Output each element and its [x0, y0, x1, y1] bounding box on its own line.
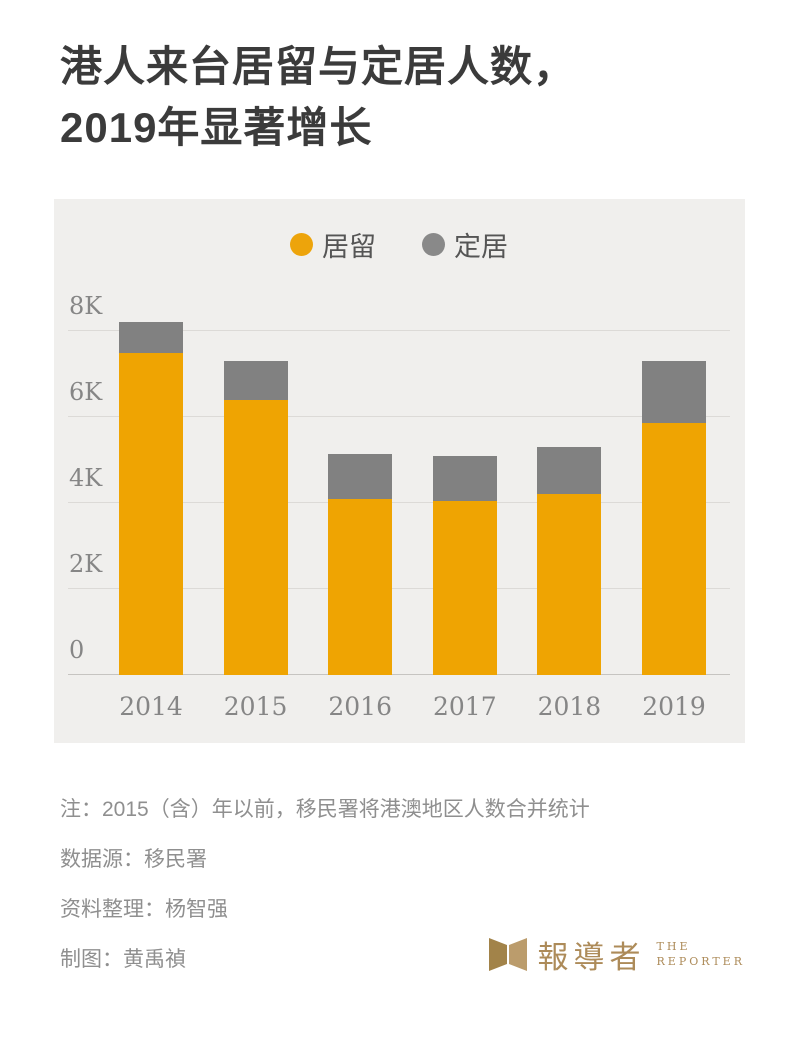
- bar-2015-settlement: [223, 361, 288, 400]
- logo-en-line2: REPORTER: [656, 955, 745, 968]
- x-tick-label-2017: 2017: [432, 692, 497, 721]
- the-reporter-logo: 報導者 THE REPORTER: [488, 932, 745, 977]
- x-tick-label-2016: 2016: [328, 692, 392, 721]
- bar-2014-residence: [119, 352, 183, 675]
- book-right-page: [508, 938, 527, 971]
- x-tick-label-2018: 2018: [537, 692, 602, 721]
- gridline-4k: [68, 502, 730, 503]
- bar-group-2018: [537, 447, 602, 675]
- bar-2014-settlement: [119, 322, 183, 353]
- footer: 注：2015（含）年以前，移民署将港澳地区人数合并统计 数据源：移民署 资料整理…: [60, 785, 742, 985]
- x-tick-label-2015: 2015: [223, 692, 288, 721]
- note-graphics-credit: 制图：黄禹禎: [60, 948, 186, 971]
- gridline-6k: [68, 416, 730, 417]
- chart-legend: 居留 定居: [68, 229, 730, 262]
- legend-label-settlement: 定居: [454, 231, 508, 262]
- bar-group-2019: [642, 361, 706, 675]
- page-title-line1: 港人来台居留与定居人数，: [60, 43, 577, 90]
- logo-en-line1: THE: [656, 940, 691, 953]
- settlement-dot-icon: [422, 232, 445, 256]
- note-data-curation: 资料整理：杨智强: [60, 898, 228, 921]
- bar-2019-settlement: [642, 361, 706, 424]
- book-left-page: [488, 938, 507, 971]
- residence-dot-icon: [290, 232, 313, 256]
- legend-item-settlement: 定居: [422, 225, 508, 264]
- bar-2018-settlement: [537, 447, 602, 495]
- gridline-0: [68, 674, 730, 675]
- y-tick-label-8k: 8K: [69, 292, 103, 320]
- y-tick-label-0: 0: [69, 636, 85, 664]
- y-tick-label-6k: 6K: [69, 378, 103, 406]
- logo-cjk-text: 報導者: [537, 940, 646, 975]
- chart-plot: 0 2K 4K 6K 8K 2014 2015 2016 2017 2018 2019: [68, 281, 730, 721]
- gridline-8k: [68, 330, 730, 331]
- bar-2017-settlement: [432, 455, 497, 501]
- open-book-icon: [488, 938, 527, 971]
- bar-2019-residence: [642, 423, 706, 675]
- gridline-2k: [68, 588, 730, 589]
- legend-item-residence: 居留: [290, 225, 376, 264]
- y-tick-label-4k: 4K: [69, 464, 103, 492]
- bar-group-2017: [432, 455, 497, 675]
- y-tick-label-2k: 2K: [69, 550, 103, 578]
- bar-2017-residence: [432, 500, 497, 675]
- note-data-source: 数据源：移民署: [60, 848, 207, 871]
- page-title-line2: 2019年显著增长: [60, 104, 373, 151]
- chart-panel: 居留 定居 0 2K 4K 6K 8K 2014 2015 2016 2017 2018 2019: [54, 199, 745, 743]
- note-methodology: 注：2015（含）年以前，移民署将港澳地区人数合并统计: [60, 798, 590, 821]
- bar-2015-residence: [223, 399, 288, 675]
- bar-group-2014: [119, 322, 183, 675]
- bar-group-2016: [328, 453, 393, 675]
- bar-2016-settlement: [328, 453, 393, 499]
- page-title: 港人来台居留与定居人数， 2019年显著增长: [60, 36, 745, 158]
- legend-label-residence: 居留: [322, 231, 376, 262]
- bar-2016-residence: [328, 498, 393, 675]
- bar-group-2015: [223, 361, 288, 675]
- x-tick-label-2019: 2019: [642, 692, 706, 721]
- x-tick-label-2014: 2014: [119, 692, 183, 721]
- bar-2018-residence: [537, 494, 602, 675]
- logo-en-text: THE REPORTER: [657, 941, 745, 968]
